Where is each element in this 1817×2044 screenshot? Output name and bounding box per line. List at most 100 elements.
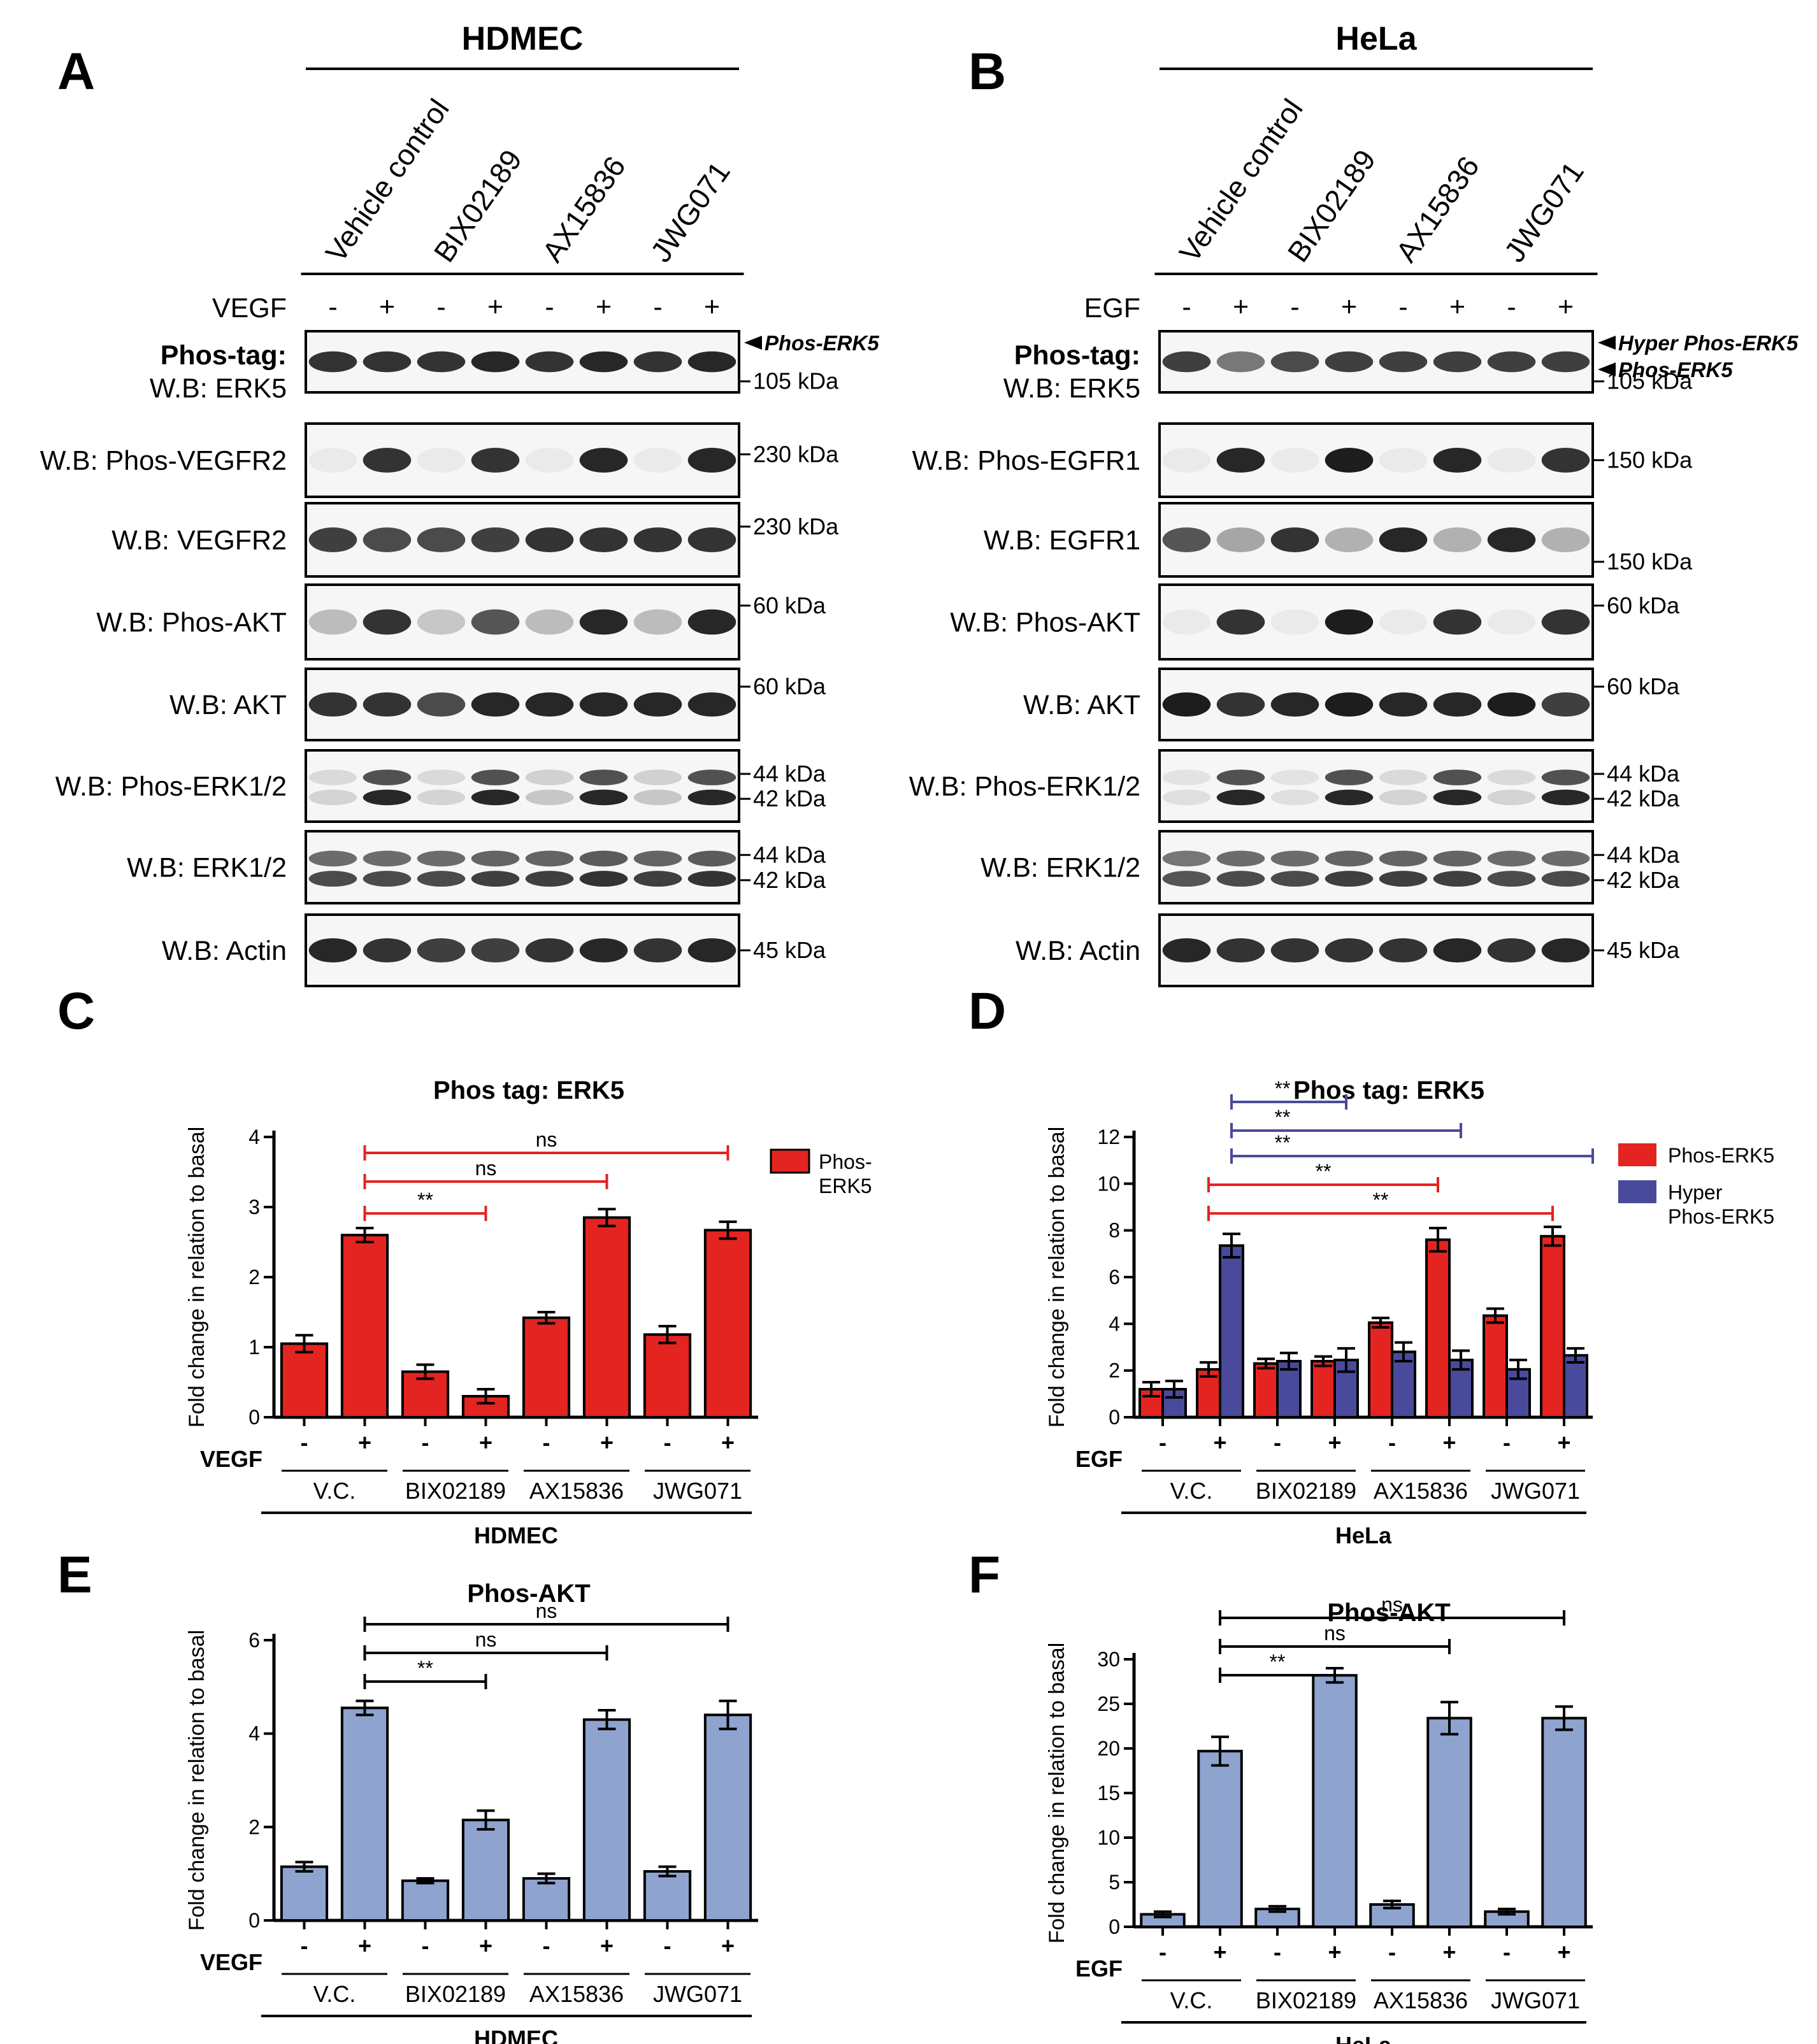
blot-band [417,871,466,887]
group-label: AX15836 [529,1478,624,1504]
stim-sign: + [1213,1429,1226,1455]
stim-label: VEGF [200,1949,262,1975]
stimulus-sign: + [1449,292,1465,322]
blot-band [1433,692,1482,717]
stim-sign: + [1328,1429,1341,1455]
cell-line-label: HeLa [1335,1522,1392,1548]
stim-sign: - [301,1429,308,1455]
stim-sign: + [1557,1939,1570,1965]
blot-band [687,351,736,373]
y-tick-label: 10 [1097,1826,1120,1849]
kda-label: 230 kDa [753,441,839,467]
stim-sign: + [358,1933,371,1959]
stim-sign: - [1274,1429,1281,1455]
blot-band [1162,938,1211,963]
y-tick-label: 5 [1109,1871,1120,1894]
blot-band [579,351,628,373]
blot-band [1487,527,1536,553]
group-label: V.C. [313,1981,356,2007]
kda-label: 150 kDa [1607,447,1693,473]
y-tick-label: 2 [248,1266,260,1289]
treatment-label: BIX02189 [427,143,528,268]
blot-band [687,850,736,867]
blot-band [687,609,736,635]
blot-band [471,871,520,887]
bar-chart-d: Phos tag: ERK5 Fold change in relation to… [1045,1076,1774,1548]
stim-sign: - [664,1933,672,1959]
cell-line-title: HDMEC [462,20,584,57]
blot-band [1216,692,1265,717]
blot-band [1487,938,1536,963]
blot-band [633,527,682,553]
chart-title: Phos tag: ERK5 [1293,1076,1484,1104]
blot-band [1541,527,1590,553]
blot-band [1216,769,1265,785]
stimulus-label: VEGF [212,293,287,324]
bar [522,1316,571,1419]
bar [461,1819,510,1922]
blot-band [1270,938,1319,963]
bar [280,1342,329,1419]
blot-band [1487,609,1536,635]
legend-swatch [770,1148,810,1174]
blot-band [525,527,574,553]
bar-chart-e: Phos-AKT Fold change in relation to basal… [185,1580,758,2044]
treatment-label: AX15836 [536,150,632,268]
blot-label: W.B: Actin [1016,936,1140,966]
cell-line-label: HeLa [1335,2032,1392,2044]
treatment-label: JWG071 [1498,155,1590,268]
y-tick-label: 30 [1097,1648,1120,1671]
blot-band [1216,938,1265,963]
blot-label: W.B: VEGFR2 [111,525,287,556]
blot-band [1541,938,1590,963]
blot-band [1487,692,1536,717]
blot-band [525,938,574,963]
blot-band [1487,351,1536,373]
arrow-label: Phos-ERK5 [1618,358,1733,382]
legend-label: ERK5 [819,1175,872,1197]
panel-label-f: F [968,1546,1000,1604]
blot-band [1541,789,1590,806]
kda-label: 60 kDa [1607,673,1680,699]
stim-sign: + [600,1429,614,1455]
sig-label: ** [417,1189,433,1211]
blot-band [1216,850,1265,867]
blot-label: W.B: Phos-ERK1/2 [55,771,287,802]
bar [1426,1717,1472,1928]
sig-label: ** [1275,1077,1291,1100]
blot-frame [305,830,740,904]
blot-band [1270,850,1319,867]
y-tick-label: 6 [248,1629,260,1652]
blot-band [471,447,520,473]
y-tick-label: 25 [1097,1692,1120,1715]
stim-sign: + [1328,1939,1341,1965]
blot-band [579,527,628,553]
panel-label-a: A [57,43,95,101]
kda-label: 45 kDa [753,937,826,963]
blot-band [1379,609,1428,635]
y-axis-label: Fold change in relation to basal [185,1127,209,1428]
kda-label: 44 kDa [753,761,826,787]
stimulus-sign: + [379,292,395,322]
bar [340,1234,389,1419]
bar-chart-c: Phos tag: ERK5 Fold change in relation to… [185,1076,872,1548]
legend-label: Phos- [819,1150,872,1173]
y-tick-label: 2 [1109,1359,1120,1382]
kda-label: 42 kDa [1607,785,1680,811]
blot-band [525,447,574,473]
blot-band [525,871,574,887]
blot-band [525,692,574,717]
stim-sign: + [1213,1939,1226,1965]
y-tick-label: 15 [1097,1782,1120,1805]
blot-band [1433,609,1482,635]
stim-sign: + [721,1429,735,1455]
group-label: JWG071 [1491,1478,1580,1504]
blot-band [1379,789,1428,806]
bar [1483,1314,1508,1419]
blot-band [417,850,466,867]
blot-band [633,351,682,373]
blot-band [1270,871,1319,887]
blot-label: W.B: Actin [162,936,287,966]
bar [340,1706,389,1922]
